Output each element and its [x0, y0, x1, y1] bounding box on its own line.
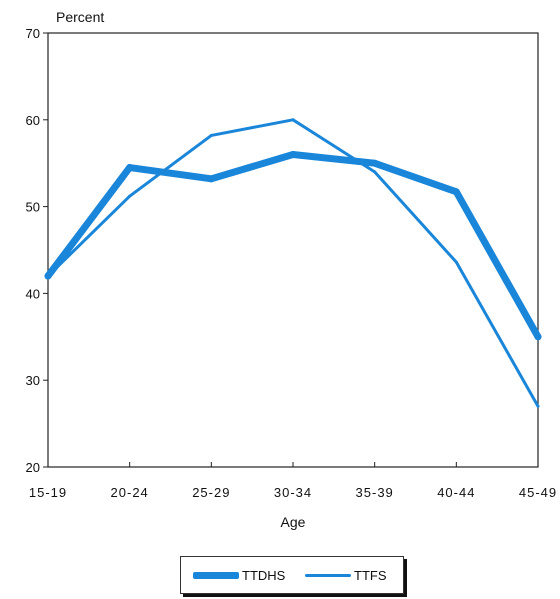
data-point-ttdhs — [371, 159, 379, 167]
data-point-ttfs — [291, 118, 295, 122]
x-tick-label: 20-24 — [111, 485, 149, 500]
data-point-ttfs — [128, 194, 132, 198]
x-axis-title: Age — [281, 514, 306, 530]
legend: TTDHS TTFS — [180, 556, 404, 594]
data-point-ttdhs — [126, 164, 134, 172]
x-tick-label: 45-49 — [519, 485, 557, 500]
series-line-ttfs — [46, 118, 540, 408]
legend-swatch-ttdhs — [193, 571, 239, 579]
line-chart: Percent Age 20 30 40 50 60 70 15-19 20-24 25-29… — [26, 9, 557, 530]
x-tick-label: 35-39 — [356, 485, 394, 500]
data-point-ttfs — [536, 404, 540, 408]
series-line-ttdhs — [44, 151, 542, 341]
data-point-ttdhs — [534, 333, 542, 341]
y-axis-ticks: 20 30 40 50 60 70 — [26, 26, 48, 475]
legend-swatch-ttfs — [305, 573, 351, 577]
x-axis-ticks: 15-19 20-24 25-29 30-34 35-39 40-44 45-49 — [29, 462, 557, 500]
legend-item-ttfs: TTFS — [305, 557, 387, 593]
legend-item-ttdhs: TTDHS — [193, 557, 285, 593]
y-tick-label: 50 — [26, 200, 40, 215]
plot-border — [47, 32, 539, 468]
data-point-ttfs — [373, 170, 377, 174]
y-tick-label: 20 — [26, 460, 40, 475]
y-tick-label: 60 — [26, 113, 40, 128]
data-point-ttdhs — [289, 151, 297, 159]
plot-frame — [47, 32, 539, 468]
data-point-ttfs — [209, 133, 213, 137]
series-lines — [44, 118, 542, 408]
y-tick-label: 40 — [26, 286, 40, 301]
y-tick-label: 70 — [26, 26, 40, 41]
x-tick-label: 40-44 — [437, 485, 475, 500]
x-tick-label: 30-34 — [274, 485, 312, 500]
y-tick-label: 30 — [26, 373, 40, 388]
legend-label-ttdhs: TTDHS — [242, 567, 286, 583]
legend-label-ttfs: TTFS — [354, 567, 387, 583]
data-point-ttfs — [46, 274, 50, 278]
data-point-ttdhs — [207, 175, 215, 183]
x-tick-label: 15-19 — [29, 485, 67, 500]
data-point-ttfs — [454, 260, 458, 264]
x-tick-label: 25-29 — [192, 485, 230, 500]
y-axis-title: Percent — [56, 9, 104, 25]
data-point-ttdhs — [452, 188, 460, 196]
